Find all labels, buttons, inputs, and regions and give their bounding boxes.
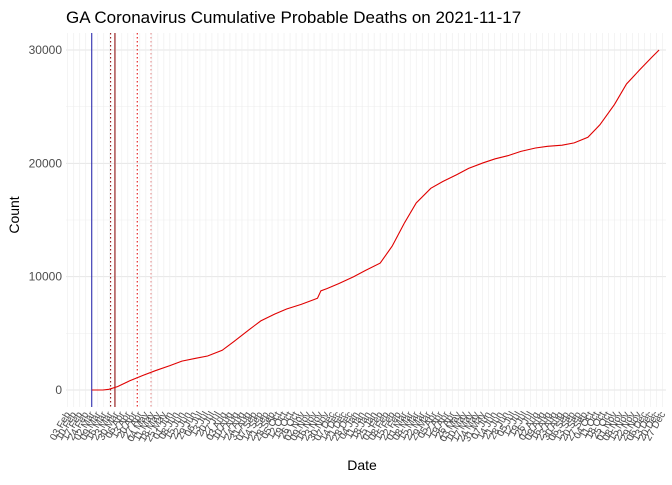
y-axis-label: Count (6, 196, 22, 233)
y-axis-ticks: 0 10000 20000 30000 (29, 43, 63, 397)
y-tick-label: 10000 (29, 270, 63, 284)
grid (66, 33, 666, 407)
y-tick-label: 20000 (29, 156, 63, 170)
series-layer (91, 49, 660, 391)
y-tick-label: 0 (55, 383, 62, 397)
y-tick-label: 30000 (29, 43, 63, 57)
reference-lines (91, 33, 152, 407)
series-line (91, 49, 660, 391)
chart-title: GA Coronavirus Cumulative Probable Death… (66, 8, 521, 27)
x-axis-label: Date (347, 457, 377, 473)
